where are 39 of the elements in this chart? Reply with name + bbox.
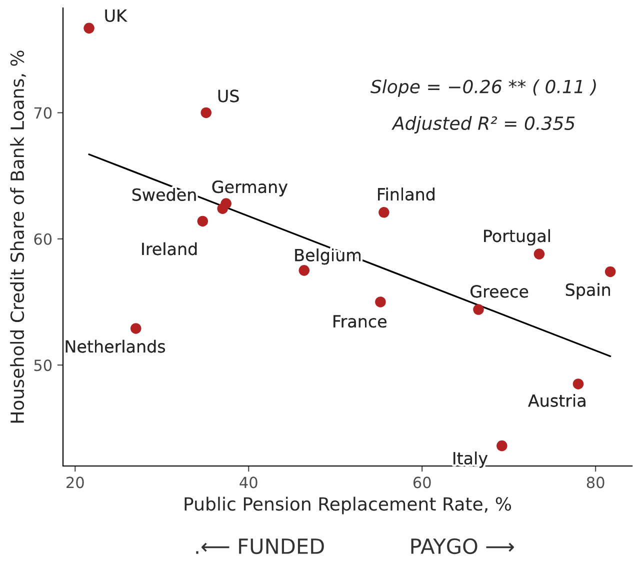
y-tick-label: 70 bbox=[34, 107, 52, 119]
annotation: UK bbox=[105, 10, 128, 22]
point bbox=[200, 107, 212, 118]
y-tick-label: 50 bbox=[34, 360, 52, 372]
text: .⟵ FUNDED bbox=[196, 538, 324, 554]
x-axis-title: Public Pension Replacement Rate, % bbox=[184, 496, 512, 514]
annotation: Greece bbox=[470, 285, 528, 298]
point bbox=[534, 248, 545, 260]
x-tick-label: 40 bbox=[240, 476, 258, 488]
point bbox=[217, 203, 228, 214]
x-tick-label: 20 bbox=[66, 476, 84, 488]
point bbox=[130, 323, 142, 334]
annotation: Slope = −0.26 ** ( 0.11 ) bbox=[370, 79, 596, 97]
point bbox=[84, 22, 94, 34]
point bbox=[473, 304, 484, 315]
point bbox=[496, 440, 508, 452]
annotation: Spain bbox=[566, 283, 610, 300]
point bbox=[378, 207, 390, 218]
annotation: Germany bbox=[212, 180, 288, 196]
point bbox=[572, 378, 584, 390]
point bbox=[375, 296, 386, 308]
annotation: US bbox=[218, 90, 239, 102]
annotation: Adjusted R² = 0.355 bbox=[392, 116, 575, 134]
annotation: Finland bbox=[378, 188, 434, 201]
annotation: Netherlands bbox=[66, 340, 166, 353]
y-axis-title: Household Credit Share of Bank Loans, % bbox=[10, 50, 26, 423]
y-tick-label: 60 bbox=[34, 233, 52, 245]
annotation: Italy bbox=[454, 452, 488, 468]
x-tick-label: 60 bbox=[413, 476, 431, 488]
annotation: France bbox=[334, 315, 386, 328]
x-tick-label: 80 bbox=[586, 476, 604, 488]
annotation: Austria bbox=[528, 394, 586, 407]
annotation: Sweden bbox=[132, 188, 196, 201]
point bbox=[197, 216, 208, 227]
annotation: Portugal bbox=[484, 229, 550, 246]
text: PAYGO ⟶ bbox=[411, 538, 514, 554]
point bbox=[604, 266, 616, 278]
annotation: Ireland bbox=[142, 242, 197, 256]
point bbox=[298, 265, 310, 276]
